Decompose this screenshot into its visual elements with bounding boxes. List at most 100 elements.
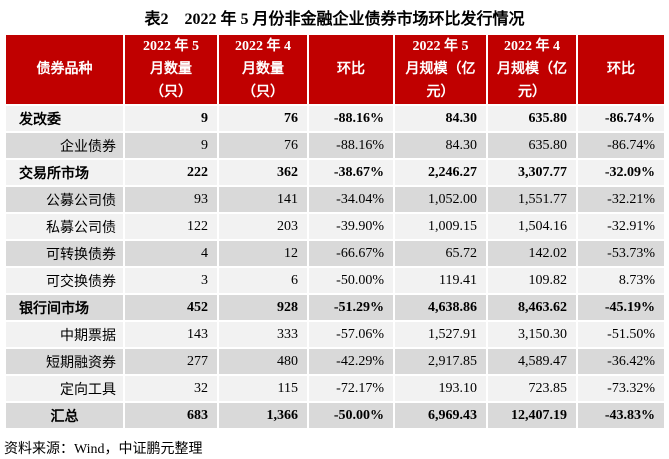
cell-value: 193.10 bbox=[395, 376, 486, 401]
table-row: 可交换债券 3 6 -50.00% 119.41 109.82 8.73% bbox=[6, 268, 664, 293]
cell-value: 76 bbox=[219, 106, 307, 131]
cell-value: 1,366 bbox=[219, 403, 307, 428]
cell-value: 115 bbox=[219, 376, 307, 401]
cell-value: 1,009.15 bbox=[395, 214, 486, 239]
cell-value: -86.74% bbox=[578, 133, 664, 158]
cell-value: 2,917.85 bbox=[395, 349, 486, 374]
row-label: 银行间市场 bbox=[6, 295, 123, 320]
cell-value: -43.83% bbox=[578, 403, 664, 428]
header-cell: 2022 年 4 月规模（亿 元） bbox=[488, 35, 576, 104]
row-label: 发改委 bbox=[6, 106, 123, 131]
cell-value: 76 bbox=[219, 133, 307, 158]
cell-value: 333 bbox=[219, 322, 307, 347]
table-row: 短期融资券 277 480 -42.29% 2,917.85 4,589.47 -36.42… bbox=[6, 349, 664, 374]
row-label: 企业债券 bbox=[6, 133, 123, 158]
cell-value: 683 bbox=[125, 403, 217, 428]
cell-value: 928 bbox=[219, 295, 307, 320]
cell-value: -51.50% bbox=[578, 322, 664, 347]
cell-value: 1,527.91 bbox=[395, 322, 486, 347]
table-header-row: 债券品种 2022 年 5 月数量 （只） 2022 年 4 月数量 （只） 环比 2022 年… bbox=[6, 35, 664, 104]
cell-value: 2,246.27 bbox=[395, 160, 486, 185]
row-label: 可交换债券 bbox=[6, 268, 123, 293]
cell-value: -50.00% bbox=[309, 268, 393, 293]
cell-value: 32 bbox=[125, 376, 217, 401]
cell-value: 8.73% bbox=[578, 268, 664, 293]
table-row: 交易所市场 222 362 -38.67% 2,246.27 3,307.77 -32.09… bbox=[6, 160, 664, 185]
cell-value: 277 bbox=[125, 349, 217, 374]
cell-value: 635.80 bbox=[488, 106, 576, 131]
cell-value: -42.29% bbox=[309, 349, 393, 374]
cell-value: 4 bbox=[125, 241, 217, 266]
cell-value: 93 bbox=[125, 187, 217, 212]
cell-value: -73.32% bbox=[578, 376, 664, 401]
row-label: 定向工具 bbox=[6, 376, 123, 401]
cell-value: -66.67% bbox=[309, 241, 393, 266]
cell-value: 6 bbox=[219, 268, 307, 293]
cell-value: -88.16% bbox=[309, 106, 393, 131]
header-cell: 环比 bbox=[578, 35, 664, 104]
table-row: 可转换债券 4 12 -66.67% 65.72 142.02 -53.73% bbox=[6, 241, 664, 266]
row-label: 交易所市场 bbox=[6, 160, 123, 185]
cell-value: 1,504.16 bbox=[488, 214, 576, 239]
cell-value: 452 bbox=[125, 295, 217, 320]
cell-value: 203 bbox=[219, 214, 307, 239]
table-row: 定向工具 32 115 -72.17% 193.10 723.85 -73.32% bbox=[6, 376, 664, 401]
cell-value: 222 bbox=[125, 160, 217, 185]
cell-value: 362 bbox=[219, 160, 307, 185]
cell-value: 1,052.00 bbox=[395, 187, 486, 212]
table-row: 银行间市场 452 928 -51.29% 4,638.86 8,463.62 -45.19… bbox=[6, 295, 664, 320]
table-row: 发改委 9 76 -88.16% 84.30 635.80 -86.74% bbox=[6, 106, 664, 131]
row-label: 可转换债券 bbox=[6, 241, 123, 266]
cell-value: 1,551.77 bbox=[488, 187, 576, 212]
cell-value: 84.30 bbox=[395, 133, 486, 158]
cell-value: 480 bbox=[219, 349, 307, 374]
cell-value: -32.21% bbox=[578, 187, 664, 212]
cell-value: -34.04% bbox=[309, 187, 393, 212]
row-label: 公募公司债 bbox=[6, 187, 123, 212]
cell-value: -86.74% bbox=[578, 106, 664, 131]
row-label: 短期融资券 bbox=[6, 349, 123, 374]
cell-value: -72.17% bbox=[309, 376, 393, 401]
cell-value: 723.85 bbox=[488, 376, 576, 401]
bond-issuance-table: 债券品种 2022 年 5 月数量 （只） 2022 年 4 月数量 （只） 环比 2022 年… bbox=[4, 33, 666, 430]
cell-value: 8,463.62 bbox=[488, 295, 576, 320]
cell-value: 12 bbox=[219, 241, 307, 266]
table-row: 企业债券 9 76 -88.16% 84.30 635.80 -86.74% bbox=[6, 133, 664, 158]
row-label: 私募公司债 bbox=[6, 214, 123, 239]
cell-value: 4,589.47 bbox=[488, 349, 576, 374]
cell-value: -88.16% bbox=[309, 133, 393, 158]
cell-value: 65.72 bbox=[395, 241, 486, 266]
source-note: 资料来源：Wind，中证鹏元整理 bbox=[4, 442, 203, 457]
cell-value: 3 bbox=[125, 268, 217, 293]
cell-value: 12,407.19 bbox=[488, 403, 576, 428]
page-title: 表2 2022 年 5 月份非金融企业债券市场环比发行情况 bbox=[144, 11, 525, 28]
cell-value: 3,150.30 bbox=[488, 322, 576, 347]
cell-value: 143 bbox=[125, 322, 217, 347]
cell-value: -32.91% bbox=[578, 214, 664, 239]
table-body: 发改委 9 76 -88.16% 84.30 635.80 -86.74% 企业债券 9 76 -8… bbox=[6, 106, 664, 428]
table-row: 公募公司债 93 141 -34.04% 1,052.00 1,551.77 -32.21% bbox=[6, 187, 664, 212]
cell-value: -36.42% bbox=[578, 349, 664, 374]
cell-value: -39.90% bbox=[309, 214, 393, 239]
cell-value: 122 bbox=[125, 214, 217, 239]
table-header: 债券品种 2022 年 5 月数量 （只） 2022 年 4 月数量 （只） 环比 2022 年… bbox=[6, 35, 664, 104]
cell-value: 9 bbox=[125, 133, 217, 158]
header-cell: 2022 年 5 月数量 （只） bbox=[125, 35, 217, 104]
header-cell: 债券品种 bbox=[6, 35, 123, 104]
cell-value: 4,638.86 bbox=[395, 295, 486, 320]
cell-value: 6,969.43 bbox=[395, 403, 486, 428]
cell-value: -45.19% bbox=[578, 295, 664, 320]
cell-value: -50.00% bbox=[309, 403, 393, 428]
cell-value: 3,307.77 bbox=[488, 160, 576, 185]
cell-value: -57.06% bbox=[309, 322, 393, 347]
header-cell: 环比 bbox=[309, 35, 393, 104]
table-row: 中期票据 143 333 -57.06% 1,527.91 3,150.30 -51.50% bbox=[6, 322, 664, 347]
header-cell: 2022 年 5 月规模（亿 元） bbox=[395, 35, 486, 104]
cell-value: 119.41 bbox=[395, 268, 486, 293]
table-row: 汇总 683 1,366 -50.00% 6,969.43 12,407.19 -43.83… bbox=[6, 403, 664, 428]
cell-value: -51.29% bbox=[309, 295, 393, 320]
cell-value: -53.73% bbox=[578, 241, 664, 266]
cell-value: 9 bbox=[125, 106, 217, 131]
header-cell: 2022 年 4 月数量 （只） bbox=[219, 35, 307, 104]
